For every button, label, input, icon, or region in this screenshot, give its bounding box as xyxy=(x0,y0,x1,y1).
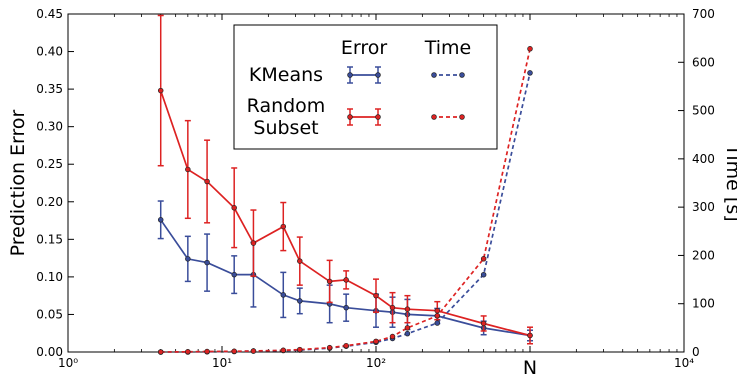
data-point xyxy=(231,271,237,278)
data-point xyxy=(343,304,349,311)
data-point xyxy=(250,348,257,354)
data-point xyxy=(527,46,533,52)
legend-marker xyxy=(375,72,381,78)
data-point xyxy=(157,217,164,223)
y-tick-label: 0.35 xyxy=(36,82,63,96)
data-point xyxy=(343,342,349,349)
y-tick-label: 0.30 xyxy=(36,120,63,134)
data-point xyxy=(231,205,237,211)
x-tick-label: 10⁰ xyxy=(58,356,78,370)
legend-row-label: Subset xyxy=(253,117,318,139)
x-tick-label: 10² xyxy=(366,356,386,370)
legend-marker xyxy=(459,72,465,78)
legend-marker xyxy=(431,114,437,120)
data-point xyxy=(204,178,210,185)
y2-tick-label: 200 xyxy=(692,248,715,262)
y-tick-label: 0.00 xyxy=(36,345,63,359)
data-point xyxy=(157,349,164,355)
data-point xyxy=(343,277,349,283)
y2-axis-label: Time [s] xyxy=(722,143,737,221)
y2-tick-label: 300 xyxy=(692,200,715,214)
y2-tick-label: 600 xyxy=(692,55,715,69)
legend-row-label: Random xyxy=(247,95,326,117)
legend-swatch-time xyxy=(431,114,465,120)
data-point xyxy=(297,298,303,304)
data-point xyxy=(389,333,396,340)
data-point xyxy=(297,346,303,353)
data-point xyxy=(204,259,210,266)
legend-swatch-time xyxy=(431,72,465,78)
y-tick-label: 0.05 xyxy=(36,307,63,321)
y2-tick-label: 0 xyxy=(692,345,700,359)
y2-tick-label: 100 xyxy=(692,297,715,311)
legend-marker xyxy=(347,72,353,78)
series-3 xyxy=(157,46,533,355)
legend-swatch-error xyxy=(347,66,381,84)
data-point xyxy=(157,87,164,94)
data-point xyxy=(527,332,533,339)
data-point xyxy=(250,240,257,246)
data-point xyxy=(297,258,303,264)
data-point xyxy=(404,306,411,312)
x-tick-label: 10⁴ xyxy=(674,356,694,370)
legend-col-header: Error xyxy=(341,37,388,59)
y-tick-label: 0.45 xyxy=(36,7,63,21)
x-marker-label: N xyxy=(523,357,537,376)
data-point xyxy=(527,70,533,76)
data-point xyxy=(280,347,287,354)
data-point xyxy=(480,271,487,278)
legend-row-label: KMeans xyxy=(249,64,323,86)
data-point xyxy=(185,256,191,262)
y-tick-label: 0.20 xyxy=(36,195,63,209)
y2-tick-label: 500 xyxy=(692,104,715,118)
data-point xyxy=(185,166,191,173)
legend-marker xyxy=(347,114,353,120)
x-tick-label: 10¹ xyxy=(212,356,232,370)
y-tick-label: 0.25 xyxy=(36,157,63,171)
data-point xyxy=(373,292,379,299)
data-point xyxy=(404,325,411,331)
series-layer xyxy=(157,14,533,355)
y-axis-label: Prediction Error xyxy=(7,109,29,256)
data-point xyxy=(280,292,287,298)
data-point xyxy=(480,256,487,262)
legend-marker xyxy=(459,114,465,120)
data-point xyxy=(373,338,379,345)
series-1 xyxy=(157,14,533,345)
y2-tick-label: 400 xyxy=(692,152,715,166)
legend-swatch-error xyxy=(347,108,381,126)
y-tick-label: 0.10 xyxy=(36,270,63,284)
data-point xyxy=(389,304,396,311)
data-point xyxy=(326,344,333,351)
legend-box xyxy=(233,24,498,150)
legend-col-header: Time xyxy=(424,37,472,59)
data-point xyxy=(480,320,487,327)
legend-marker xyxy=(375,114,381,120)
data-point xyxy=(326,278,333,285)
axes: 10⁰ 10¹ 10² 10⁴ N 0.00 0.05 0.10 0.15 0.20 0.25 0.3… xyxy=(7,7,737,376)
y-tick-label: 0.15 xyxy=(36,232,63,246)
data-point xyxy=(204,348,210,355)
y2-tick-label: 700 xyxy=(692,7,715,21)
data-point xyxy=(404,330,411,337)
data-point xyxy=(434,313,441,319)
data-point xyxy=(231,348,237,355)
data-point xyxy=(280,223,287,230)
data-point xyxy=(434,307,441,314)
y-tick-label: 0.40 xyxy=(36,45,63,59)
legend-marker xyxy=(431,72,437,78)
data-point xyxy=(434,320,441,326)
data-point xyxy=(185,349,191,355)
